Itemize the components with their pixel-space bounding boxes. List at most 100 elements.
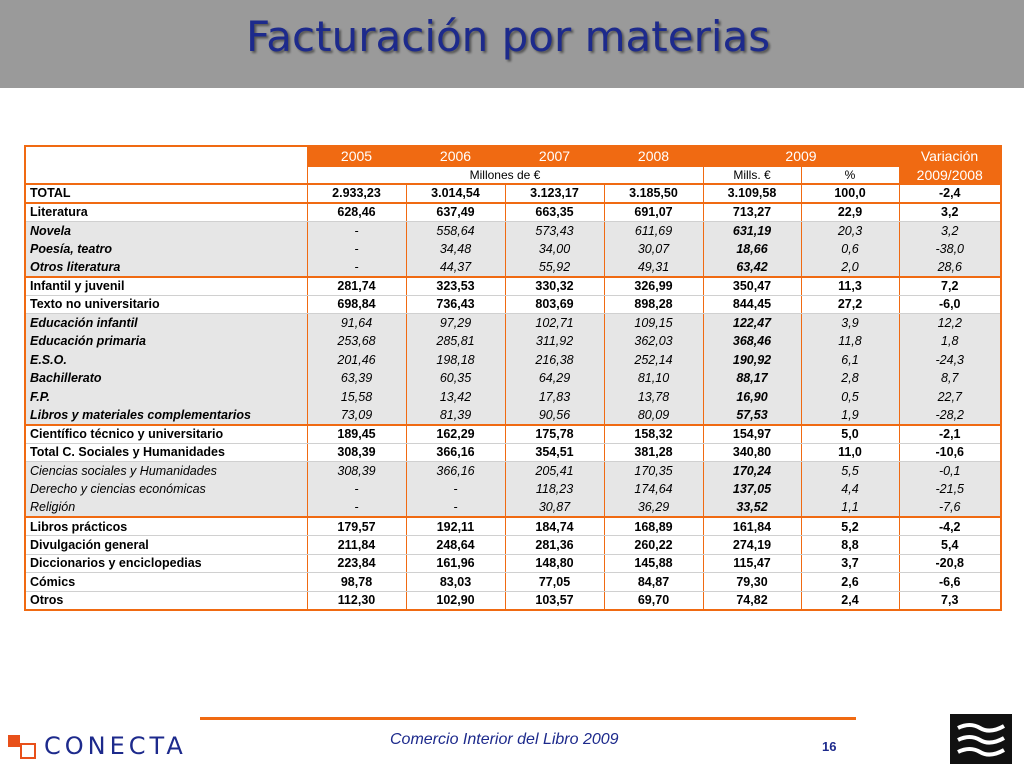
cell-var: -0,1 [898, 461, 1002, 480]
cell-var: 8,7 [898, 369, 1002, 388]
cell-var: 5,4 [898, 535, 1002, 555]
row-label: Derecho y ciencias económicas [24, 480, 308, 499]
cell-pct: 8,8 [800, 535, 900, 555]
cell-var: -7,6 [898, 498, 1002, 517]
cell-v2006: 285,81 [405, 332, 506, 351]
cell-v2007: 64,29 [504, 369, 605, 388]
cell-var: -24,3 [898, 350, 1002, 369]
cell-pct: 1,9 [800, 406, 900, 425]
header-year-2008: 2008 [604, 146, 703, 166]
cell-v2005: 253,68 [306, 332, 407, 351]
cell-v2009: 844,45 [702, 295, 802, 314]
row-label: TOTAL [24, 183, 308, 204]
header-year-2009: 2009 [703, 146, 899, 166]
table-row: Derecho y ciencias económicas - -118,23 174… [24, 480, 1002, 499]
row-label: Educación primaria [24, 332, 308, 351]
units-blank [25, 166, 307, 184]
cell-v2006: 81,39 [405, 406, 506, 425]
cell-v2007: 34,00 [504, 239, 605, 258]
row-label: Religión [24, 498, 308, 517]
cell-pct: 2,4 [800, 591, 900, 611]
cell-v2005: 179,57 [306, 516, 407, 536]
cell-v2007: 102,71 [504, 313, 605, 332]
cell-v2007: 90,56 [504, 406, 605, 425]
cell-v2009: 16,90 [702, 387, 802, 406]
cell-v2006: 248,64 [405, 535, 506, 555]
cell-v2008: 81,10 [603, 369, 704, 388]
cell-v2007: 354,51 [504, 443, 605, 462]
cell-v2007: 17,83 [504, 387, 605, 406]
cell-v2008: 170,35 [603, 461, 704, 480]
cell-v2005: - [306, 221, 407, 240]
cell-var: 12,2 [898, 313, 1002, 332]
cell-v2005: 308,39 [306, 461, 407, 480]
cell-v2009: 350,47 [702, 275, 802, 296]
row-label: Total C. Sociales y Humanidades [24, 443, 308, 462]
cell-var: 22,7 [898, 387, 1002, 406]
table-row: TOTAL 2.933,23 3.014,54 3.123,17 3.185,50 3.1… [24, 183, 1002, 204]
cell-pct: 2,8 [800, 369, 900, 388]
cell-var: 1,8 [898, 332, 1002, 351]
cell-v2009: 631,19 [702, 221, 802, 240]
cell-v2008: 145,88 [603, 554, 704, 573]
table-row: Novela -558,64 573,43 611,69 631,19 20,3 3,2 [24, 221, 1002, 240]
cell-var: -4,2 [898, 516, 1002, 536]
cell-v2008: 36,29 [603, 498, 704, 517]
table-row: Divulgación general 211,84 248,64 281,36 260… [24, 535, 1002, 555]
cell-pct: 20,3 [800, 221, 900, 240]
cell-pct: 3,9 [800, 313, 900, 332]
cell-v2008: 898,28 [603, 295, 704, 314]
table-row: Libros prácticos 179,57 192,11 184,74 168,89… [24, 516, 1002, 536]
slide-title: Facturación por materias [246, 12, 771, 61]
cell-pct: 3,7 [800, 554, 900, 573]
table-row: F.P. 15,58 13,42 17,83 13,78 16,90 0,5 22,7 [24, 387, 1002, 406]
cell-pct: 0,6 [800, 239, 900, 258]
table-row: Poesía, teatro -34,48 34,00 30,07 18,66 0,6 -3… [24, 239, 1002, 258]
cell-v2008: 168,89 [603, 516, 704, 536]
cell-pct: 5,2 [800, 516, 900, 536]
cell-v2006: 637,49 [405, 201, 506, 222]
cell-v2007: 118,23 [504, 480, 605, 499]
cell-v2006: 192,11 [405, 516, 506, 536]
cell-v2005: 63,39 [306, 369, 407, 388]
table-row: Otros 112,30 102,90 103,57 69,70 74,82 2,4 7,3 [24, 591, 1002, 611]
header-year-2006: 2006 [406, 146, 505, 166]
cell-v2006: 366,16 [405, 443, 506, 462]
cell-v2009: 79,30 [702, 572, 802, 592]
cell-v2006: 161,96 [405, 554, 506, 573]
cell-v2009: 122,47 [702, 313, 802, 332]
cell-v2007: 330,32 [504, 275, 605, 296]
cell-var: 3,2 [898, 221, 1002, 240]
cell-pct: 5,5 [800, 461, 900, 480]
row-label: Bachillerato [24, 369, 308, 388]
cell-v2009: 368,46 [702, 332, 802, 351]
cell-v2007: 30,87 [504, 498, 605, 517]
cell-v2005: 698,84 [306, 295, 407, 314]
row-label: Diccionarios y enciclopedias [24, 554, 308, 573]
cell-v2006: 736,43 [405, 295, 506, 314]
cell-v2008: 611,69 [603, 221, 704, 240]
row-label: Otros literatura [24, 258, 308, 277]
cell-var: -20,8 [898, 554, 1002, 573]
row-label: Ciencias sociales y Humanidades [24, 461, 308, 480]
cell-var: 7,3 [898, 591, 1002, 611]
cell-v2008: 3.185,50 [603, 183, 704, 204]
logo-squares-icon [6, 731, 46, 761]
cell-v2008: 381,28 [603, 443, 704, 462]
table-row: Literatura 628,46 637,49 663,35 691,07 713,27… [24, 201, 1002, 222]
billing-by-subject-table: 2005 2006 2007 2008 2009 Variación Millo… [24, 145, 1002, 611]
row-label: Otros [24, 591, 308, 611]
cell-pct: 6,1 [800, 350, 900, 369]
cell-v2009: 63,42 [702, 258, 802, 277]
cell-v2008: 326,99 [603, 275, 704, 296]
row-label: Científico técnico y universitario [24, 423, 308, 444]
cell-v2008: 174,64 [603, 480, 704, 499]
cell-v2007: 148,80 [504, 554, 605, 573]
row-label: Divulgación general [24, 535, 308, 555]
cell-v2007: 663,35 [504, 201, 605, 222]
cell-v2007: 184,74 [504, 516, 605, 536]
header-variation: Variación [899, 146, 1001, 166]
cell-v2008: 158,32 [603, 423, 704, 444]
cell-pct: 11,0 [800, 443, 900, 462]
cell-v2009: 154,97 [702, 423, 802, 444]
